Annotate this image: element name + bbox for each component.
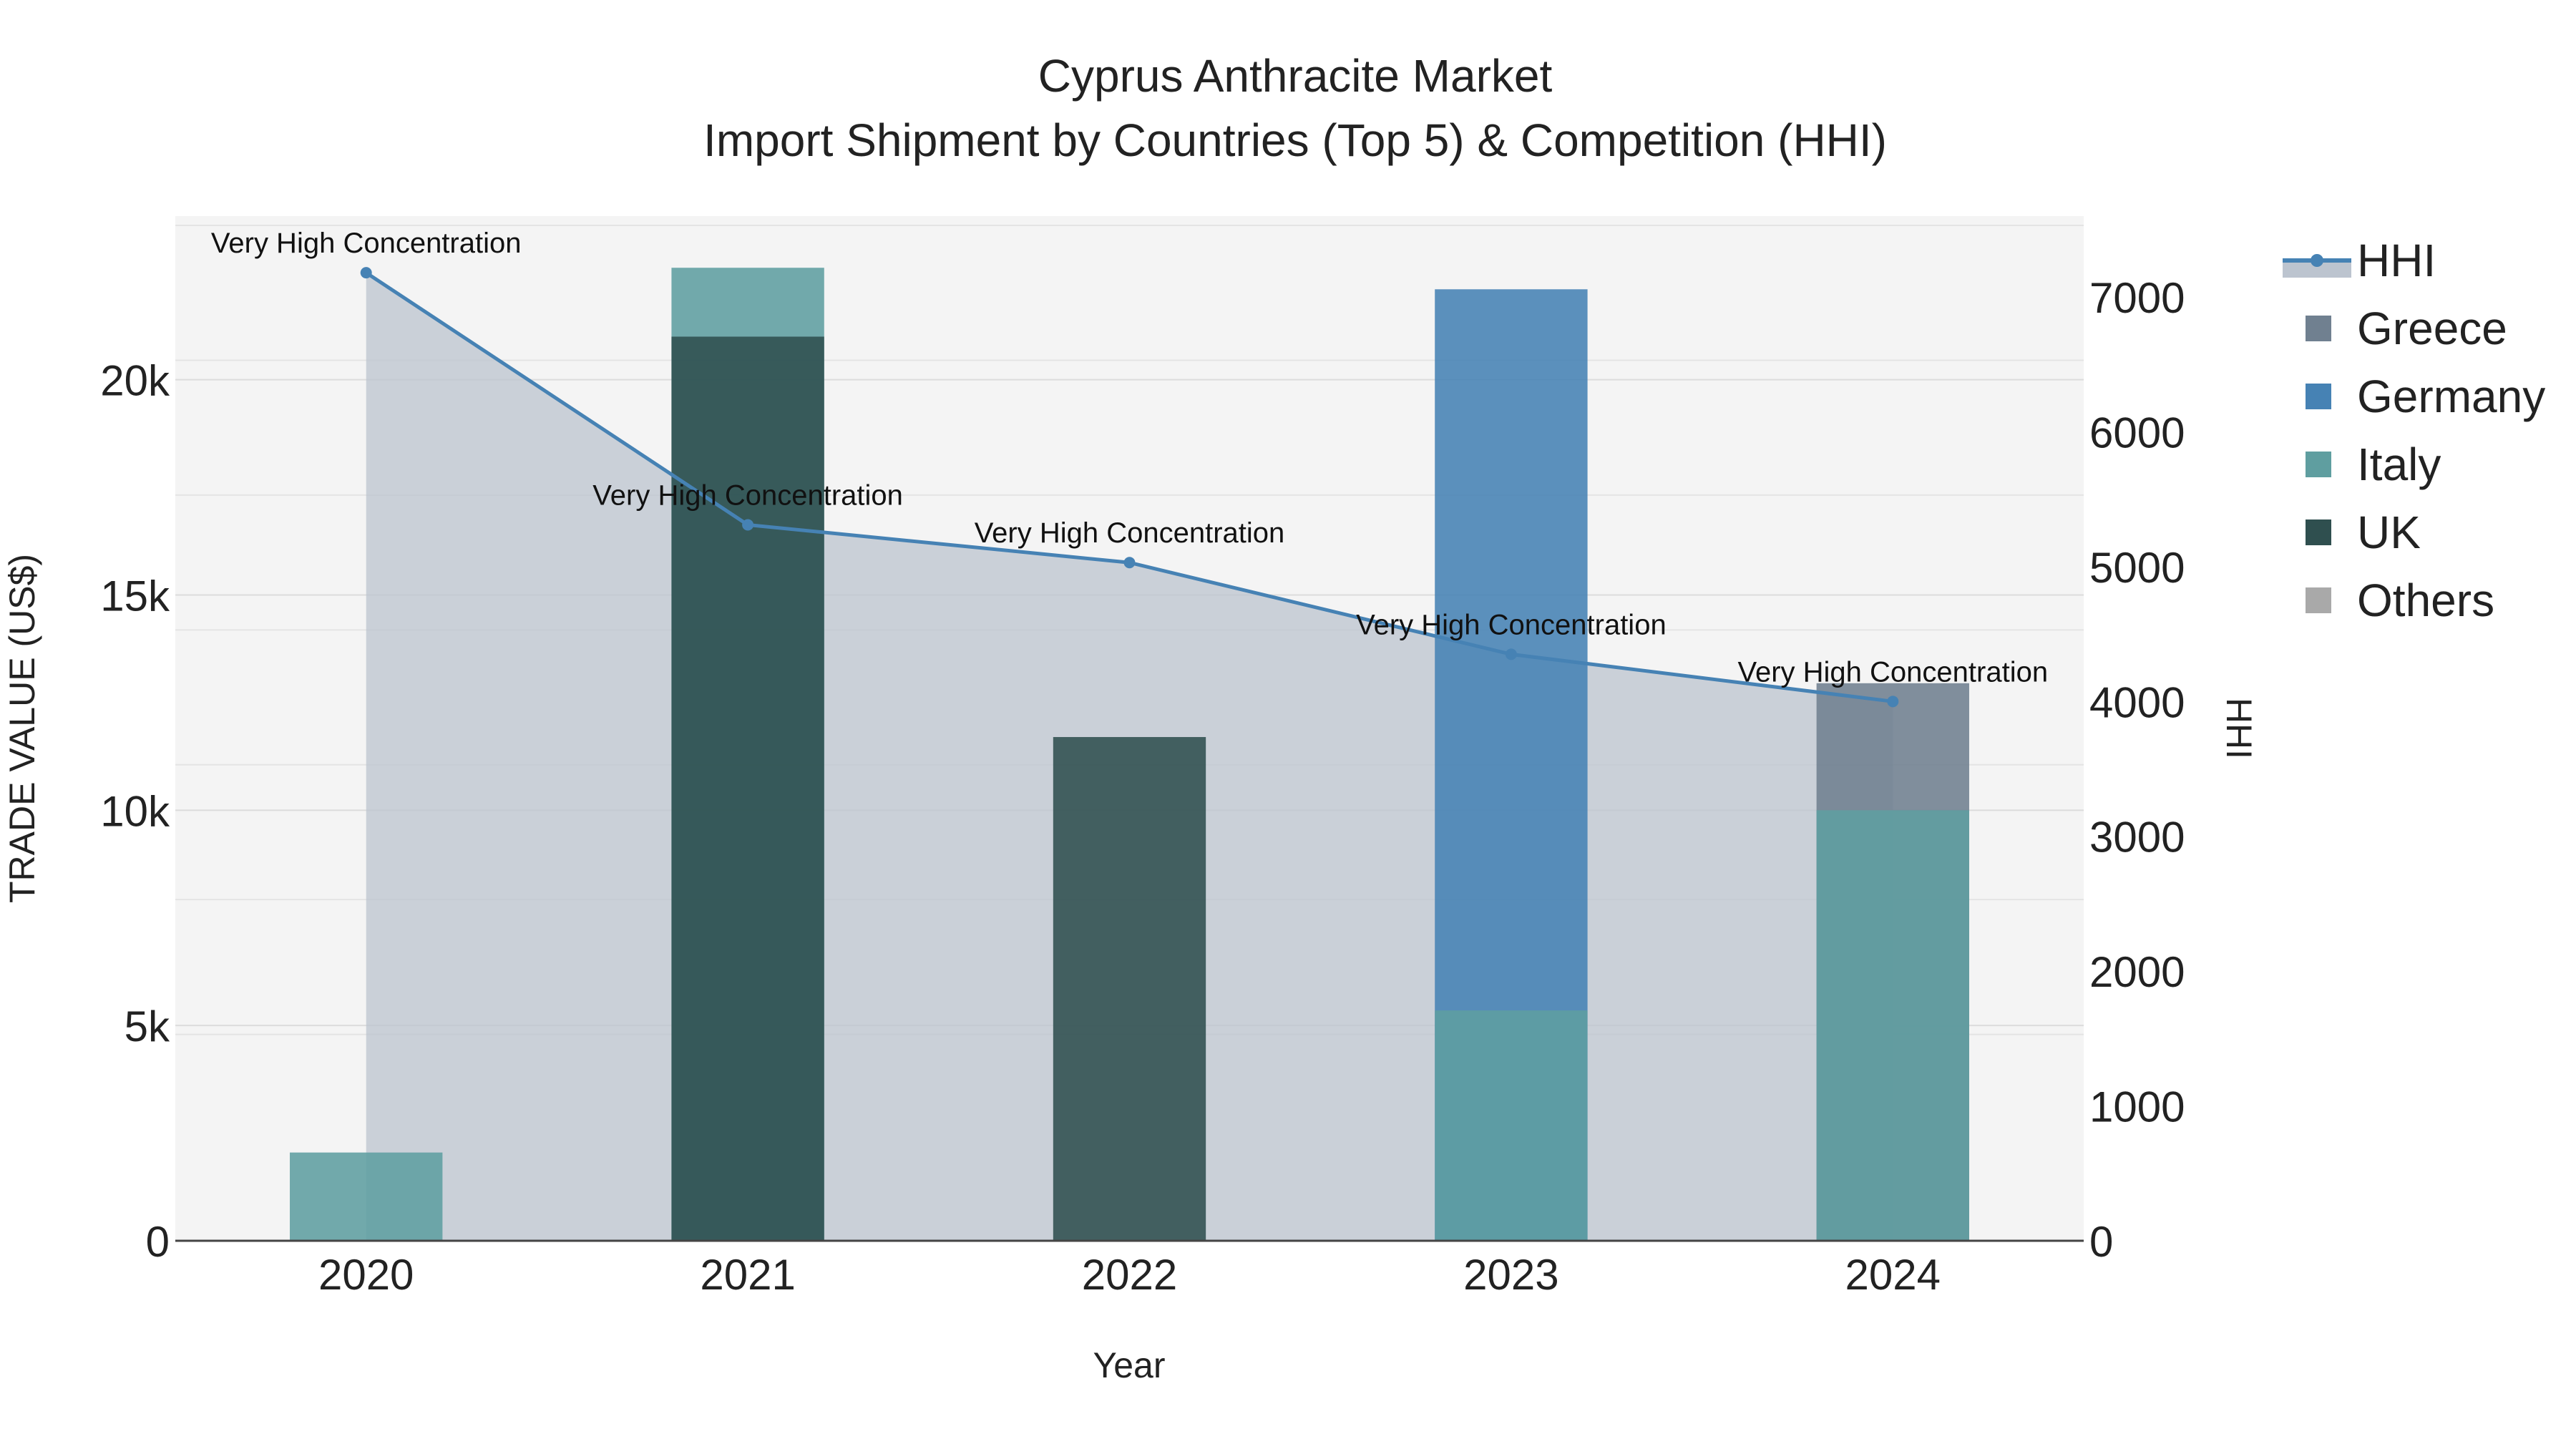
legend-item-germany[interactable]: Germany [2306, 371, 2545, 422]
y2-tick-label: 4000 [2089, 678, 2185, 726]
y-tick-label: 0 [146, 1218, 170, 1266]
bars-group [290, 268, 1969, 1241]
hhi-line-group [360, 267, 1899, 708]
legend-swatch-hhi-marker [2311, 254, 2323, 267]
y2-tick-label: 7000 [2089, 274, 2185, 322]
bar-italy-2024 [1816, 810, 1969, 1241]
legend-swatch-germany [2306, 384, 2331, 409]
hhi-annotation-2021: Very High Concentration [592, 479, 903, 511]
hhi-annotations: Very High Concentration Very High Concent… [211, 228, 2048, 688]
chart-subtitle: Import Shipment by Countries (Top 5) & C… [703, 114, 1887, 166]
legend-swatch-uk [2306, 519, 2331, 545]
hhi-point-2022 [1123, 557, 1136, 569]
y-tick-label: 10k [100, 787, 170, 835]
legend-swatch-greece [2306, 316, 2331, 341]
hhi-annotation-2024: Very High Concentration [1738, 656, 2049, 688]
hhi-point-2020 [360, 267, 372, 279]
y2-tick-label: 3000 [2089, 814, 2185, 862]
legend: HHI Greece Germany Italy UK Others [2283, 235, 2545, 626]
legend-label-germany: Germany [2357, 371, 2545, 422]
legend-swatch-others [2306, 587, 2331, 613]
legend-item-greece[interactable]: Greece [2306, 303, 2507, 354]
y2-axis-ticks: 0 1000 2000 3000 4000 5000 6000 7000 [2089, 274, 2185, 1266]
hhi-annotation-2020: Very High Concentration [211, 228, 522, 259]
y-tick-label: 15k [100, 572, 170, 620]
x-tick-label: 2020 [318, 1251, 414, 1299]
x-tick-label: 2024 [1845, 1251, 1941, 1299]
legend-label-others: Others [2357, 575, 2494, 626]
y-axis-label: TRADE VALUE (US$) [2, 554, 42, 903]
legend-item-uk[interactable]: UK [2306, 507, 2421, 558]
legend-item-others[interactable]: Others [2306, 575, 2494, 626]
legend-label-italy: Italy [2357, 439, 2441, 490]
x-tick-label: 2023 [1463, 1251, 1558, 1299]
x-tick-label: 2021 [700, 1251, 795, 1299]
y2-axis-label: HHI [2219, 698, 2259, 759]
y2-tick-label: 5000 [2089, 544, 2185, 592]
x-axis-ticks: 2020 2021 2022 2023 2024 [318, 1251, 1941, 1299]
legend-item-hhi[interactable]: HHI [2283, 235, 2436, 286]
hhi-point-2024 [1887, 696, 1899, 708]
bar-uk-2022 [1053, 737, 1206, 1241]
bar-uk-2021 [671, 336, 824, 1241]
x-axis-label: Year [1093, 1345, 1165, 1385]
hhi-point-2023 [1505, 648, 1517, 660]
hhi-annotation-2022: Very High Concentration [975, 517, 1285, 549]
y-tick-label: 20k [100, 357, 170, 405]
y2-tick-label: 1000 [2089, 1083, 2185, 1131]
hhi-annotation-2023: Very High Concentration [1356, 609, 1667, 640]
legend-label-hhi: HHI [2357, 235, 2436, 286]
chart-title: Cyprus Anthracite Market [1038, 50, 1553, 102]
bar-italy-2020 [290, 1152, 443, 1241]
legend-swatch-italy [2306, 452, 2331, 477]
y2-tick-label: 0 [2089, 1218, 2113, 1266]
bar-italy-2023 [1435, 1010, 1588, 1241]
y-tick-label: 5k [125, 1002, 170, 1050]
x-tick-label: 2022 [1082, 1251, 1177, 1299]
legend-label-greece: Greece [2357, 303, 2507, 354]
y2-tick-label: 2000 [2089, 948, 2185, 996]
y2-tick-label: 6000 [2089, 409, 2185, 457]
hhi-point-2021 [742, 519, 754, 531]
legend-label-uk: UK [2357, 507, 2421, 558]
y-axis-ticks: 0 5k 10k 15k 20k [100, 357, 170, 1266]
legend-item-italy[interactable]: Italy [2306, 439, 2441, 490]
